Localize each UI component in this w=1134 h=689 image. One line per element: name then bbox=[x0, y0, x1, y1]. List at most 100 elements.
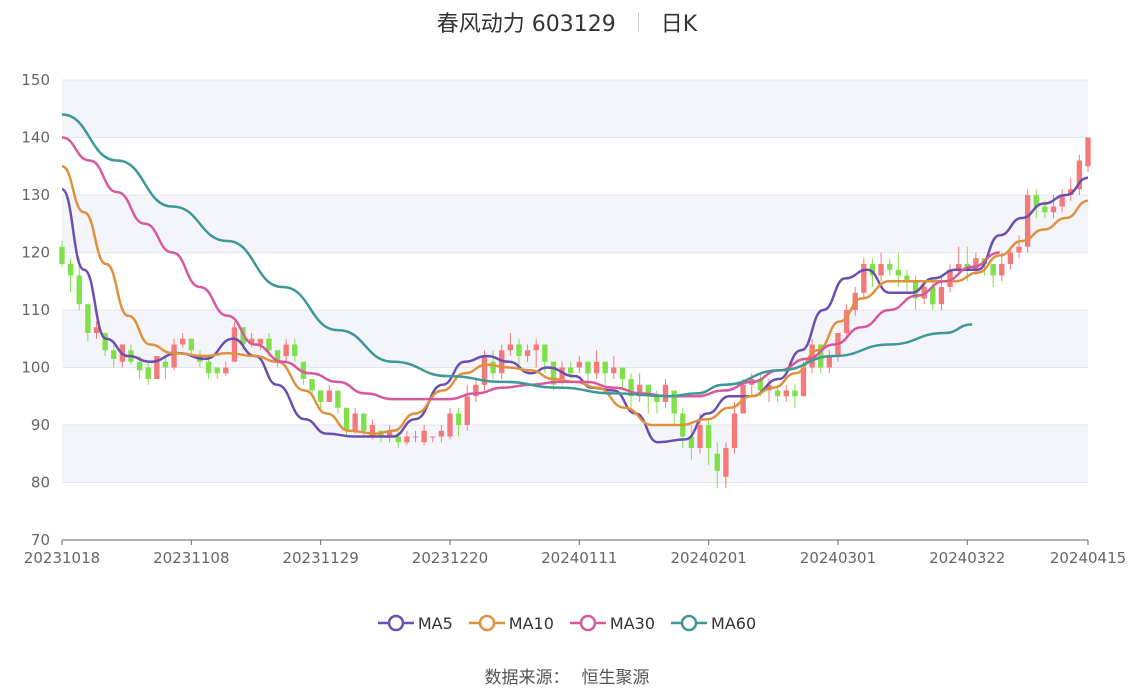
candle-body bbox=[136, 361, 143, 371]
candle-body bbox=[843, 310, 850, 333]
candle-body bbox=[1059, 195, 1065, 207]
candle-body bbox=[688, 436, 695, 448]
candle-body bbox=[516, 344, 522, 356]
candle-body bbox=[662, 384, 669, 402]
chart-legend: MA5 MA10 MA30 MA60 bbox=[0, 612, 1134, 633]
candle-body bbox=[861, 264, 867, 293]
candle-body bbox=[335, 390, 341, 408]
candle-body bbox=[102, 333, 108, 351]
candle-body bbox=[447, 413, 453, 437]
candle-body bbox=[404, 436, 410, 443]
legend-marker bbox=[468, 614, 505, 632]
candle-body bbox=[111, 350, 117, 359]
candle-body bbox=[628, 379, 634, 397]
candle-body bbox=[973, 258, 979, 270]
candle-body bbox=[266, 338, 272, 351]
candle-body bbox=[792, 390, 798, 397]
grid-band bbox=[62, 195, 1088, 253]
candle-body bbox=[205, 361, 212, 374]
candle-body bbox=[326, 390, 332, 402]
candle-body bbox=[705, 425, 712, 448]
candle-body bbox=[654, 396, 660, 402]
x-tick-label: 20231108 bbox=[153, 549, 229, 567]
y-tick-label: 110 bbox=[21, 301, 50, 319]
candle-body bbox=[602, 361, 608, 374]
legend-item-ma10[interactable]: MA10 bbox=[468, 613, 554, 633]
candle-body bbox=[395, 436, 401, 443]
candle-body bbox=[887, 264, 893, 270]
candle-body bbox=[300, 361, 307, 379]
candle-body bbox=[430, 436, 436, 438]
candle-body bbox=[421, 430, 427, 443]
legend-label: MA10 bbox=[508, 613, 554, 633]
legend-label: MA30 bbox=[609, 613, 656, 633]
candle-body bbox=[912, 281, 919, 299]
x-tick-label: 20231220 bbox=[412, 549, 488, 567]
candle-body bbox=[171, 344, 177, 368]
candle-body bbox=[809, 344, 815, 368]
candle-body bbox=[783, 390, 789, 397]
candle-body bbox=[568, 367, 574, 374]
candle-body bbox=[352, 413, 358, 431]
data-source: 数据来源： 恒生聚源 bbox=[0, 663, 1134, 688]
candle-body bbox=[386, 430, 393, 437]
candle-body bbox=[800, 367, 807, 397]
candle-body bbox=[636, 384, 643, 397]
candle-body bbox=[188, 338, 195, 351]
y-tick-label: 70 bbox=[31, 531, 50, 549]
candle-body bbox=[585, 361, 591, 374]
candle-body bbox=[1068, 189, 1074, 195]
y-tick-label: 140 bbox=[21, 129, 50, 147]
legend-item-ma30[interactable]: MA30 bbox=[569, 613, 656, 633]
candle-body bbox=[507, 344, 514, 351]
grid-band bbox=[62, 425, 1088, 483]
candle-body bbox=[533, 344, 539, 351]
candle-body bbox=[774, 390, 781, 397]
candle-body bbox=[464, 396, 470, 425]
source-value: 恒生聚源 bbox=[581, 668, 650, 688]
title-divider bbox=[637, 12, 639, 32]
candle-body bbox=[955, 264, 962, 270]
legend-item-ma60[interactable]: MA60 bbox=[671, 613, 756, 633]
candle-body bbox=[938, 287, 945, 305]
x-tick-label: 20240111 bbox=[541, 549, 617, 567]
candle-body bbox=[231, 327, 238, 362]
x-tick-label: 20240301 bbox=[800, 549, 876, 567]
candle-body bbox=[154, 356, 160, 379]
candle-body bbox=[145, 367, 151, 379]
candle-body bbox=[930, 287, 936, 305]
candle-body bbox=[292, 344, 298, 356]
source-label: 数据来源： bbox=[484, 668, 570, 688]
y-tick-label: 130 bbox=[21, 186, 50, 204]
candle-body bbox=[369, 425, 376, 437]
y-tick-label: 150 bbox=[21, 71, 50, 89]
candle-body bbox=[550, 361, 557, 385]
grid-band bbox=[62, 310, 1088, 368]
candle-body bbox=[93, 327, 100, 333]
candle-body bbox=[818, 344, 824, 368]
legend-marker bbox=[569, 614, 606, 632]
x-tick-label: 20240322 bbox=[929, 549, 1005, 567]
y-tick-label: 120 bbox=[21, 244, 50, 262]
x-tick-label: 20231129 bbox=[282, 549, 358, 567]
period-label: 日K bbox=[660, 12, 698, 37]
y-tick-label: 100 bbox=[21, 359, 50, 377]
candle-body bbox=[162, 361, 169, 368]
candle-body bbox=[645, 384, 651, 397]
legend-item-ma5[interactable]: MA5 bbox=[377, 613, 453, 633]
candle-body bbox=[947, 269, 953, 287]
candle-body bbox=[1007, 252, 1014, 264]
legend-label: MA5 bbox=[417, 613, 453, 633]
candle-body bbox=[438, 430, 445, 437]
x-tick-label: 20240201 bbox=[670, 549, 746, 567]
candle-body bbox=[1024, 195, 1031, 247]
stock-name: 春风动力 603129 bbox=[436, 12, 616, 37]
candle-body bbox=[59, 246, 65, 264]
chart-title: 春风动力 603129 日K bbox=[0, 6, 1134, 38]
candle-body bbox=[473, 384, 479, 397]
candle-body bbox=[76, 275, 82, 305]
x-tick-label: 20240415 bbox=[1050, 549, 1126, 567]
candle-body bbox=[671, 390, 677, 414]
candle-body bbox=[67, 264, 74, 276]
y-tick-label: 90 bbox=[31, 416, 50, 434]
